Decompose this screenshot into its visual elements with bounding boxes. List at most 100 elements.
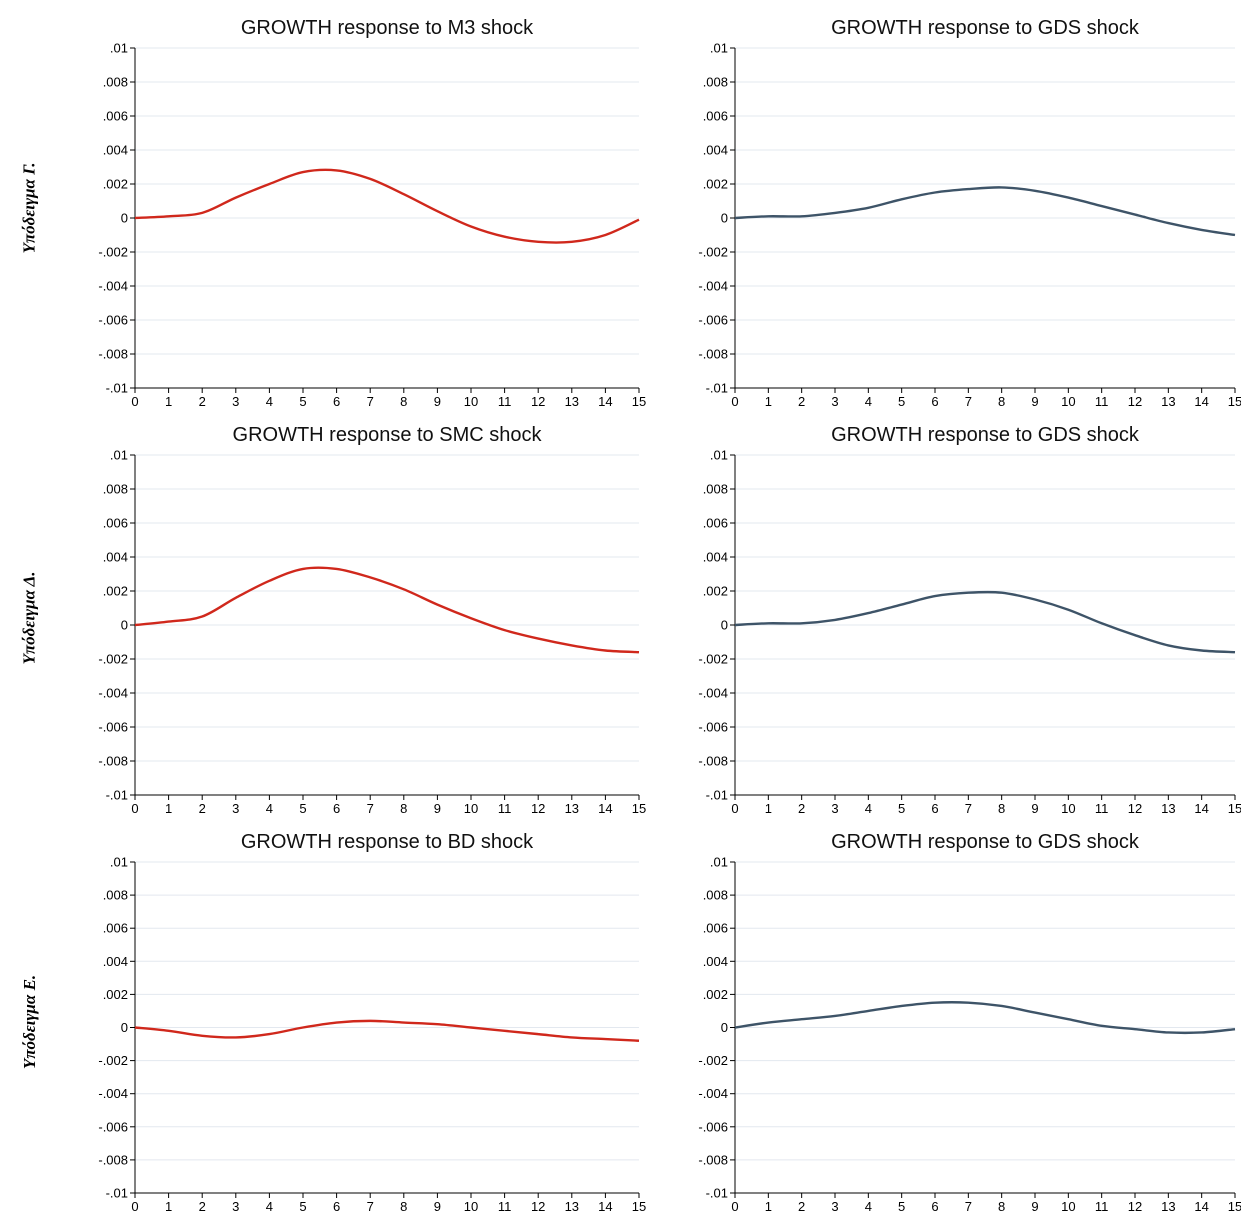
y-tick-label: .01 — [710, 41, 728, 56]
chart-title: GROWTH response to M3 shock — [241, 17, 534, 39]
x-tick-label: 8 — [400, 801, 407, 816]
x-tick-label: 8 — [998, 1199, 1005, 1214]
y-tick-label: .01 — [710, 855, 728, 870]
x-tick-label: 2 — [199, 801, 206, 816]
y-tick-label: .006 — [103, 516, 128, 531]
x-tick-label: 9 — [434, 394, 441, 409]
y-tick-label: .004 — [103, 550, 128, 565]
y-tick-label: -.002 — [698, 652, 728, 667]
y-tick-label: .006 — [103, 921, 128, 936]
y-tick-label: -.006 — [98, 313, 128, 328]
x-tick-label: 10 — [1061, 394, 1075, 409]
y-tick-label: .006 — [703, 921, 728, 936]
y-tick-label: -.004 — [98, 279, 128, 294]
chart-svg: GROWTH response to M3 shock .01 .008 .006 .0… — [98, 17, 646, 409]
y-tick-label: .006 — [703, 109, 728, 124]
y-tick-label: 0 — [121, 1020, 128, 1035]
y-tick-label: 0 — [721, 618, 728, 633]
x-tick-label: 9 — [434, 1199, 441, 1214]
x-tick-label: 1 — [765, 801, 772, 816]
y-tick-label: -.008 — [698, 754, 728, 769]
y-tick-label: -.006 — [698, 720, 728, 735]
x-tick-label: 12 — [531, 1199, 545, 1214]
x-tick-label: 6 — [333, 1199, 340, 1214]
y-tick-label: -.002 — [98, 245, 128, 260]
x-tick-label: 14 — [598, 1199, 612, 1214]
y-tick-label: .01 — [110, 855, 128, 870]
x-tick-label: 9 — [434, 801, 441, 816]
x-tick-label: 0 — [131, 801, 138, 816]
y-tick-label: .008 — [703, 888, 728, 903]
x-tick-label: 15 — [632, 801, 646, 816]
x-tick-label: 6 — [931, 801, 938, 816]
x-tick-label: 7 — [965, 801, 972, 816]
x-tick-label: 13 — [1161, 394, 1175, 409]
x-tick-label: 8 — [998, 801, 1005, 816]
series-line — [134, 1019, 640, 1042]
y-tick-label: 0 — [721, 1020, 728, 1035]
series-line — [734, 186, 1236, 237]
x-tick-label: 13 — [1161, 801, 1175, 816]
x-tick-label: 3 — [831, 1199, 838, 1214]
x-tick-label: 2 — [798, 801, 805, 816]
x-tick-label: 14 — [598, 394, 612, 409]
x-tick-label: 2 — [199, 394, 206, 409]
y-tick-label: -.002 — [698, 1053, 728, 1068]
x-tick-label: 14 — [1194, 394, 1208, 409]
y-tick-label: -.01 — [106, 1186, 128, 1201]
y-tick-label: .002 — [703, 177, 728, 192]
x-tick-label: 4 — [865, 394, 872, 409]
y-tick-label: .006 — [703, 516, 728, 531]
x-tick-label: 13 — [1161, 1199, 1175, 1214]
x-tick-label: 13 — [565, 394, 579, 409]
y-tick-label: .002 — [103, 987, 128, 1002]
y-tick-label: -.004 — [698, 686, 728, 701]
x-tick-label: 8 — [400, 394, 407, 409]
x-tick-label: 5 — [299, 1199, 306, 1214]
y-tick-label: -.004 — [98, 1086, 128, 1101]
row-label-model-d: Υπόδειγμα Δ. — [0, 415, 60, 820]
y-tick-label: .002 — [703, 584, 728, 599]
x-tick-label: 0 — [131, 394, 138, 409]
x-tick-label: 2 — [199, 1199, 206, 1214]
y-tick-label: -.006 — [98, 1119, 128, 1134]
x-tick-label: 15 — [1228, 801, 1241, 816]
x-tick-label: 12 — [1128, 801, 1142, 816]
series-line — [134, 168, 640, 244]
y-tick-label: .008 — [103, 888, 128, 903]
y-tick-label: -.006 — [98, 720, 128, 735]
chart-panel-gds-2: GROWTH response to GDS shock .01 .008 .006.… — [685, 415, 1241, 820]
x-tick-label: 12 — [1128, 394, 1142, 409]
y-tick-label: .002 — [103, 584, 128, 599]
x-tick-label: 12 — [531, 394, 545, 409]
x-tick-label: 1 — [165, 394, 172, 409]
y-tick-label: -.004 — [98, 686, 128, 701]
x-tick-label: 12 — [531, 801, 545, 816]
x-tick-label: 8 — [400, 1199, 407, 1214]
x-tick-label: 9 — [1031, 394, 1038, 409]
x-tick-label: 4 — [865, 1199, 872, 1214]
y-tick-label: .002 — [703, 987, 728, 1002]
y-tick-label: -.008 — [698, 347, 728, 362]
x-tick-label: 13 — [565, 1199, 579, 1214]
x-tick-label: 2 — [798, 1199, 805, 1214]
y-tick-label: -.01 — [106, 381, 128, 396]
y-tick-label: -.008 — [98, 754, 128, 769]
y-tick-label: -.008 — [98, 1152, 128, 1167]
row-label-text: Υπόδειγμα Δ. — [20, 570, 39, 665]
y-tick-label: -.004 — [698, 279, 728, 294]
chart-title: GROWTH response to GDS shock — [831, 424, 1140, 446]
y-tick-label: -.006 — [698, 1119, 728, 1134]
series-line — [734, 590, 1236, 654]
row-label-model-e: Υπόδειγμα Ε. — [0, 825, 60, 1218]
x-tick-label: 7 — [367, 394, 374, 409]
chart-svg: GROWTH response to BD shock .01 .008 .006 .0… — [98, 831, 646, 1214]
y-tick-label: .01 — [110, 448, 128, 463]
x-tick-label: 7 — [965, 1199, 972, 1214]
y-tick-label: .002 — [103, 177, 128, 192]
chart-panel-smc: GROWTH response to SMC shock .01 .008 .006.… — [85, 415, 646, 820]
x-tick-label: 4 — [266, 1199, 273, 1214]
chart-svg: GROWTH response to GDS shock .01 .008 .006.… — [698, 831, 1241, 1214]
chart-svg: GROWTH response to SMC shock .01 .008 .006.… — [98, 424, 646, 816]
x-tick-label: 10 — [464, 1199, 478, 1214]
